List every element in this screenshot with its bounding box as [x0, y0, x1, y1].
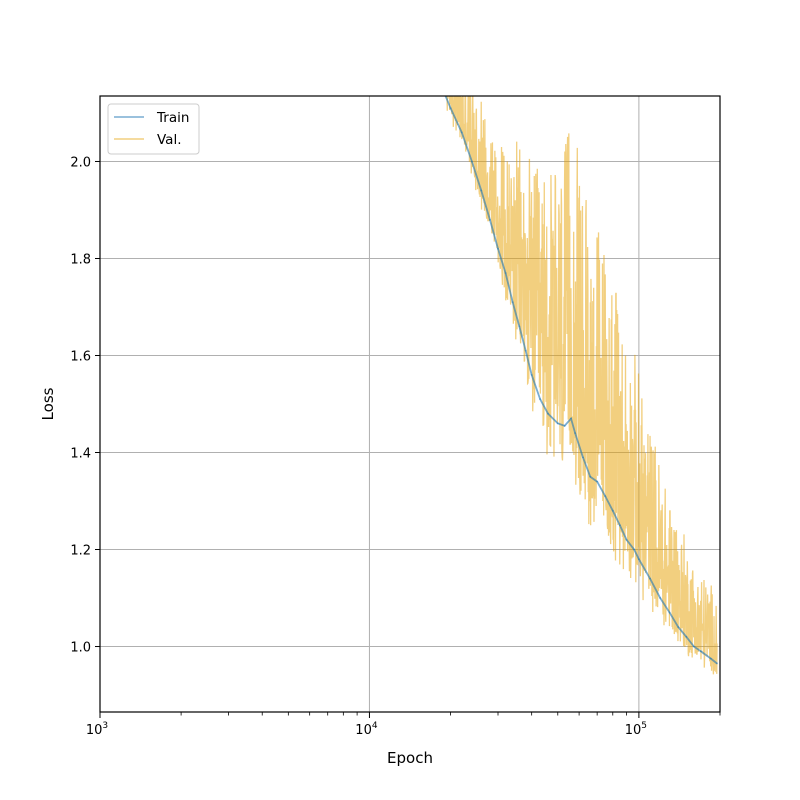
train-point — [604, 495, 607, 498]
train-point — [611, 509, 614, 512]
train-point — [511, 301, 514, 304]
train-point — [709, 657, 712, 660]
train-point — [530, 374, 533, 376]
y-tick-label: 1.2 — [70, 544, 91, 559]
train-point — [470, 160, 473, 163]
y-tick-label: 1.6 — [70, 349, 91, 364]
x-tick-label: 105 — [625, 721, 647, 738]
y-tick-label: 2.0 — [70, 155, 91, 170]
train-point — [685, 635, 688, 638]
grid — [100, 96, 720, 712]
x-axis-label: Epoch — [387, 749, 433, 767]
train-point — [524, 349, 527, 352]
train-point — [489, 218, 491, 221]
train-point — [504, 272, 507, 274]
val-series-line — [446, 96, 718, 675]
train-point — [649, 577, 651, 580]
y-tick-label: 1.8 — [70, 252, 91, 267]
train-point — [518, 325, 521, 328]
train-point — [570, 417, 572, 420]
legend-label-val: Val. — [157, 132, 182, 148]
train-point — [480, 189, 483, 192]
y-tick-label: 1.0 — [70, 641, 91, 656]
train-point — [582, 456, 584, 459]
train-point — [547, 412, 549, 415]
train-point — [633, 548, 636, 551]
series-layer — [444, 96, 718, 675]
train-point — [716, 662, 718, 665]
train-point — [589, 475, 592, 478]
x-tick-label: 103 — [86, 721, 108, 738]
y-tick-label: 1.4 — [70, 447, 91, 462]
train-point — [460, 131, 463, 134]
train-point — [556, 422, 559, 425]
train-point — [497, 247, 499, 250]
train-point — [625, 538, 628, 541]
train-point — [677, 626, 680, 629]
legend: Train Val. — [107, 103, 200, 155]
x-tick-label: 104 — [355, 721, 378, 738]
train-point — [618, 524, 621, 527]
train-point — [574, 432, 577, 434]
train-point — [596, 480, 599, 483]
train-point — [637, 558, 640, 561]
train-series-line — [444, 96, 718, 665]
train-point — [449, 107, 452, 110]
train-point — [659, 597, 662, 599]
legend-label-train: Train — [156, 110, 189, 126]
train-point — [692, 645, 695, 648]
train-point — [539, 398, 542, 401]
ticks: 1.0 1.2 1.4 1.6 1.8 2.0 103 104 105 — [70, 155, 721, 738]
plot-frame — [99, 95, 721, 713]
y-axis-label: Loss — [39, 387, 57, 420]
train-point — [700, 650, 702, 653]
train-point — [668, 611, 671, 614]
train-point — [563, 424, 566, 427]
